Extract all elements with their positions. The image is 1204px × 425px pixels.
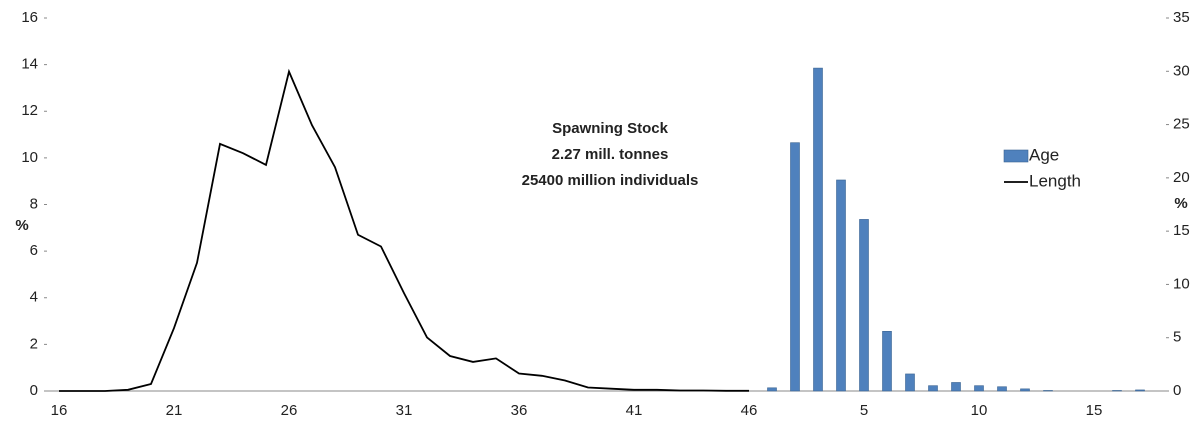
y-tick-label: 6 — [30, 242, 38, 259]
bar — [928, 385, 938, 392]
y-axis-label: % — [15, 217, 28, 234]
bar — [859, 219, 869, 392]
x-tick-label: 26 — [281, 402, 298, 419]
y-tick-label: 16 — [21, 9, 38, 26]
y-tick-label: 0 — [30, 382, 38, 399]
bar — [790, 142, 800, 392]
y-tick-label: 4 — [30, 289, 38, 306]
y-tick-label: 8 — [30, 195, 38, 212]
x-tick-label: 15 — [1086, 402, 1103, 419]
x-tick-label: 10 — [971, 402, 988, 419]
bar — [1135, 389, 1145, 392]
bar — [767, 387, 777, 392]
x-tick-label: 36 — [511, 402, 528, 419]
x-tick-label: 21 — [166, 402, 183, 419]
bar — [882, 331, 892, 392]
bar — [1043, 390, 1053, 392]
y2-tick-label: 30 — [1173, 62, 1190, 79]
y2-axis-label: % — [1174, 195, 1187, 212]
y2-tick-label: 20 — [1173, 169, 1190, 186]
bar — [997, 386, 1007, 392]
bar — [974, 385, 984, 392]
legend-swatch — [1003, 149, 1029, 163]
y2-tick-label: 35 — [1173, 9, 1190, 26]
y2-tick-label: 5 — [1173, 329, 1181, 346]
x-tick-label: 5 — [860, 402, 868, 419]
y2-tick-label: 15 — [1173, 222, 1190, 239]
bar — [951, 382, 961, 392]
bar — [813, 67, 823, 392]
bar — [1020, 388, 1030, 392]
y2-tick-label: 10 — [1173, 275, 1190, 292]
y2-tick-label: 25 — [1173, 116, 1190, 133]
x-tick-label: 16 — [51, 402, 68, 419]
annotation: 2.27 mill. tonnes — [552, 146, 669, 163]
y-tick-label: 10 — [21, 149, 38, 166]
line — [59, 68, 749, 392]
legend-label: Length — [1029, 171, 1081, 190]
y-tick-label: 2 — [30, 335, 38, 352]
x-tick-label: 31 — [396, 402, 413, 419]
y2-tick-label: 0 — [1173, 382, 1181, 399]
x-tick-label: 41 — [626, 402, 643, 419]
bar — [836, 179, 846, 392]
y-tick-label: 12 — [21, 102, 38, 119]
x-tick-label: 46 — [741, 402, 758, 419]
annotation: Spawning Stock — [552, 120, 669, 137]
annotation: 25400 million individuals — [522, 172, 699, 189]
y-tick-label: 14 — [21, 56, 38, 73]
legend-label: Age — [1029, 145, 1059, 164]
bar — [905, 373, 915, 392]
bar — [1112, 390, 1122, 392]
